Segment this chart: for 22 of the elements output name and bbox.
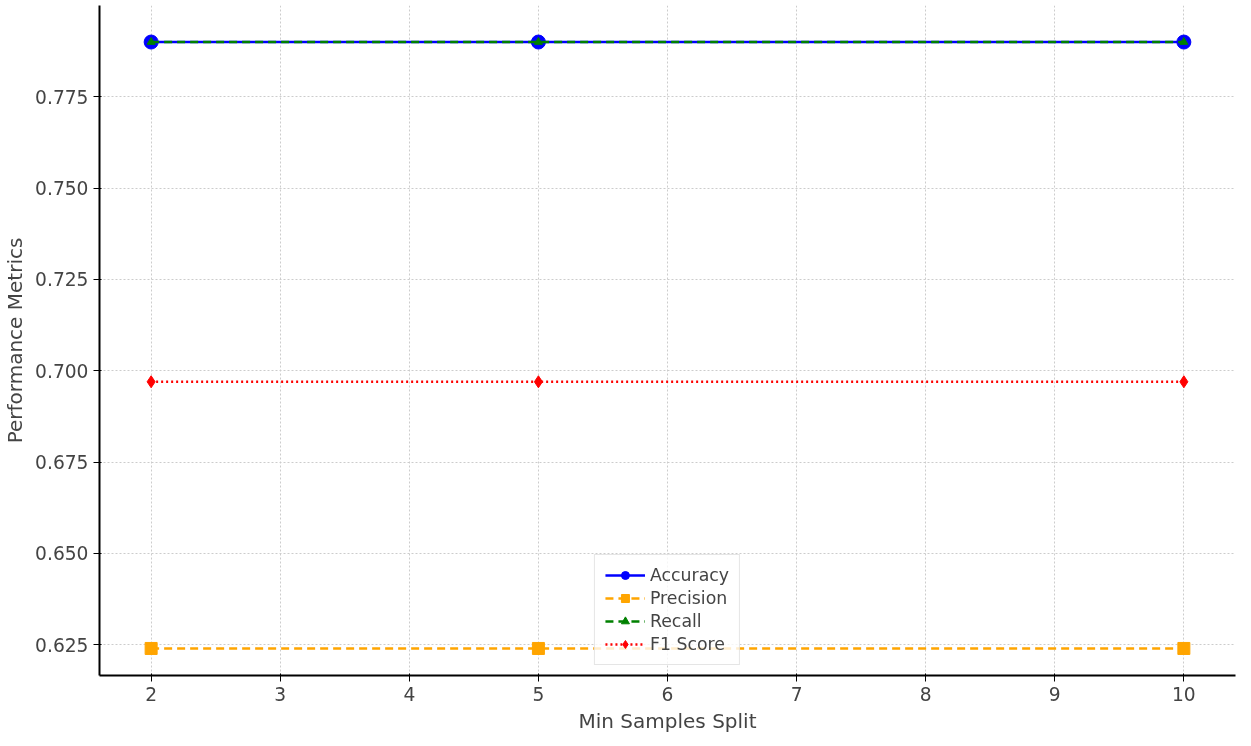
x-tick-label: 2 xyxy=(145,683,158,705)
x-tick-label: 8 xyxy=(919,683,932,705)
y-axis-title: Performance Metrics xyxy=(3,237,28,444)
legend-label: Accuracy xyxy=(649,565,730,585)
legend-label: Precision xyxy=(649,588,728,608)
x-tick-label: 3 xyxy=(274,683,287,705)
y-tick-label: 0.700 xyxy=(35,360,89,382)
y-tick-label: 0.625 xyxy=(35,634,89,656)
y-tick-label: 0.675 xyxy=(35,452,89,474)
y-tick-label: 0.750 xyxy=(35,178,89,200)
y-tick-label: 0.650 xyxy=(35,543,89,565)
y-tick-label: 0.775 xyxy=(35,86,89,108)
y-tick-label: 0.725 xyxy=(35,269,89,291)
legend-label: F1 Score xyxy=(649,634,725,654)
x-tick-label: 9 xyxy=(1048,683,1061,705)
x-tick-label: 6 xyxy=(661,683,674,705)
x-axis-title: Min Samples Split xyxy=(578,708,757,733)
legend-label: Recall xyxy=(649,611,702,631)
x-tick-label: 10 xyxy=(1171,683,1196,705)
x-tick-label: 5 xyxy=(532,683,545,705)
x-tick-label: 7 xyxy=(790,683,803,705)
x-tick-label: 4 xyxy=(403,683,416,705)
